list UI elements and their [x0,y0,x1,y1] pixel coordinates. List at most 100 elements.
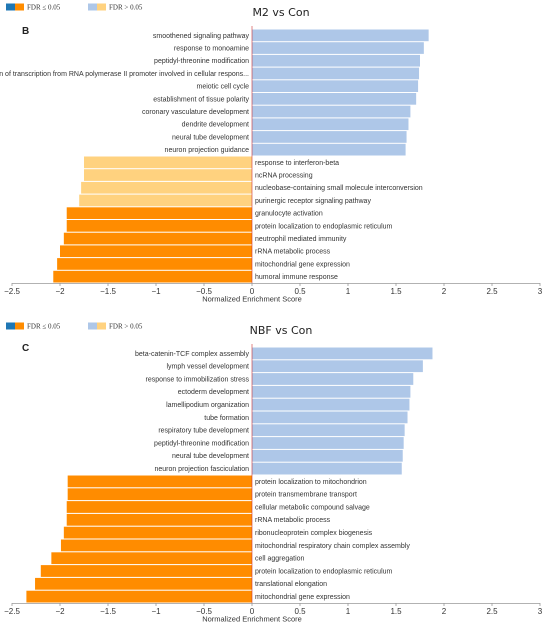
x-tick-label: 0.5 [294,287,306,296]
chart-title: NBF vs Con [250,324,313,337]
x-axis-title: Normalized Enrichment Score [202,295,302,304]
bar-label: beta-catenin-TCF complex assembly [135,351,249,358]
bar-label: neuron projection fasciculation [154,466,249,473]
bar [252,424,405,437]
legend-swatch [15,322,24,330]
bar [84,169,252,181]
chart-panel-B: FDR ≤ 0.05 FDR > 0.05 M2 vs Con B smoothened… [0,3,543,304]
bar [53,270,252,283]
legend-label: FDR > 0.05 [109,4,143,12]
legend-swatch [97,322,106,330]
bar-label: cell aggregation [255,556,305,563]
x-tick-label: −2.5 [4,287,20,296]
bar-label: response to monoamine [174,45,249,52]
bar [252,360,423,373]
bar-label: humoral immune response [255,274,338,281]
bar-label: protein localization to endoplasmic reti… [255,568,393,575]
x-tick-label: 2 [442,287,447,296]
bar [252,373,414,385]
bar [40,565,252,577]
bar-label: establishment of tissue polarity [153,96,249,103]
bar [66,207,252,219]
bar [51,552,252,565]
bar [252,54,420,67]
bar [252,67,420,80]
legend-swatch [6,3,15,11]
bar [252,131,407,143]
legend-swatch [88,322,97,330]
bar-label: rRNA metabolic process [255,517,331,524]
bar [84,156,252,169]
x-tick-label: −1.5 [100,607,116,616]
bar [66,220,252,232]
bar [252,105,411,118]
bar [66,513,252,526]
bar-label: ncRNA processing [255,172,313,179]
x-tick-label: 2.5 [486,607,498,616]
x-tick-label: −0.5 [196,607,212,616]
legend: FDR ≤ 0.05 FDR > 0.05 [6,322,143,331]
x-tick-label: 1.5 [390,607,402,616]
bar-label: ectoderm development [178,389,249,396]
x-tick-label: 2.5 [486,287,498,296]
bar-label: nucleobase-containing small molecule int… [255,185,423,192]
bar-label: meiotic cell cycle [196,84,249,91]
x-tick-label: −2 [55,607,65,616]
bar [252,93,417,105]
x-tick-label: −1 [151,287,161,296]
bar-label: protein localization to mitochondrion [255,479,367,486]
chart-title: M2 vs Con [252,6,309,19]
bar [252,118,409,131]
legend-label: FDR ≤ 0.05 [27,323,61,331]
legend-label: FDR > 0.05 [109,323,143,331]
legend-swatch [97,3,106,11]
bar-label: mitochondrial respiratory chain complex … [255,543,410,550]
x-tick-label: 0.5 [294,607,306,616]
bar [252,398,410,411]
bar-label: protein localization to endoplasmic reti… [255,223,393,230]
bar-label: mitochondrial gene expression [255,261,350,268]
bar-label: positive regulation of transcription fro… [0,71,249,78]
x-tick-label: 0 [250,607,255,616]
bar [252,347,433,360]
bar [67,488,253,501]
legend: FDR ≤ 0.05 FDR > 0.05 [6,3,143,12]
legend-swatch [88,3,97,11]
legend-label: FDR ≤ 0.05 [27,4,61,12]
x-tick-label: 2 [442,607,447,616]
bar-label: response to immobilization stress [146,376,250,383]
bar-label: coronary vasculature development [142,109,249,116]
bar-label: peptidyl-threonine modification [154,58,249,65]
bar-label: protein transmembrane transport [255,492,357,499]
bar [60,539,253,552]
bar [252,462,402,475]
bar-label: ribonucleoprotein complex biogenesis [255,530,373,537]
bar-label: rRNA metabolic process [255,249,331,256]
bar-label: peptidyl-threonine modification [154,440,249,447]
bar-label: lymph vessel development [167,364,250,371]
bar [66,501,252,513]
bar-label: response to interferon-beta [255,160,339,167]
bar-label: neutrophil mediated immunity [255,236,347,243]
legend-swatch [15,3,24,11]
bar [252,437,404,449]
x-tick-label: −1.5 [100,287,116,296]
bar-label: cellular metabolic compound salvage [255,504,370,511]
x-tick-label: −2 [55,287,65,296]
panel-letter: B [22,26,29,37]
bar [26,590,253,603]
x-axis-title: Normalized Enrichment Score [202,615,302,623]
bar-label: translational elongation [255,581,327,588]
bar-label: purinergic receptor signaling pathway [255,198,371,205]
bar [57,258,253,270]
bar [60,245,252,258]
panel-letter: C [22,343,29,354]
x-tick-label: −2.5 [4,607,20,616]
bar-label: dendrite development [182,122,249,129]
bar [35,577,252,590]
x-tick-label: 1 [346,607,351,616]
bar [63,232,253,245]
x-tick-label: 3 [538,287,543,296]
bar-label: tube formation [204,415,249,422]
